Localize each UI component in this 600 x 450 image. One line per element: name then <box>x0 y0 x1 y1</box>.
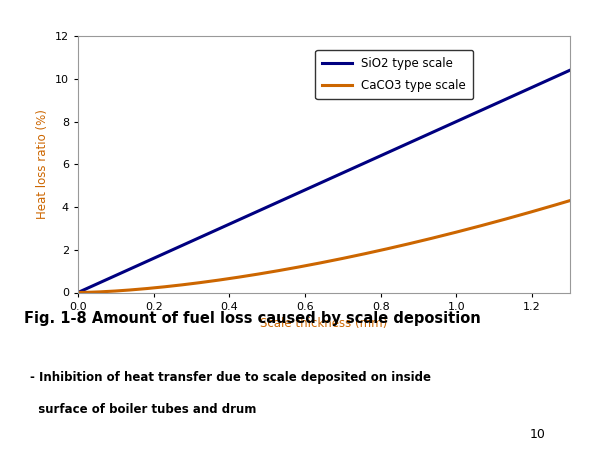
Text: Fig. 1-8 Amount of fuel loss caused by scale deposition: Fig. 1-8 Amount of fuel loss caused by s… <box>24 310 481 325</box>
Text: - Inhibition of heat transfer due to scale deposited on inside: - Inhibition of heat transfer due to sca… <box>30 371 431 384</box>
X-axis label: Scale thickness (mm): Scale thickness (mm) <box>260 317 388 330</box>
Text: surface of boiler tubes and drum: surface of boiler tubes and drum <box>30 403 256 416</box>
Y-axis label: Heat loss ratio (%): Heat loss ratio (%) <box>36 109 49 219</box>
Text: 10: 10 <box>530 428 546 441</box>
Legend: SiO2 type scale, CaCO3 type scale: SiO2 type scale, CaCO3 type scale <box>315 50 473 99</box>
